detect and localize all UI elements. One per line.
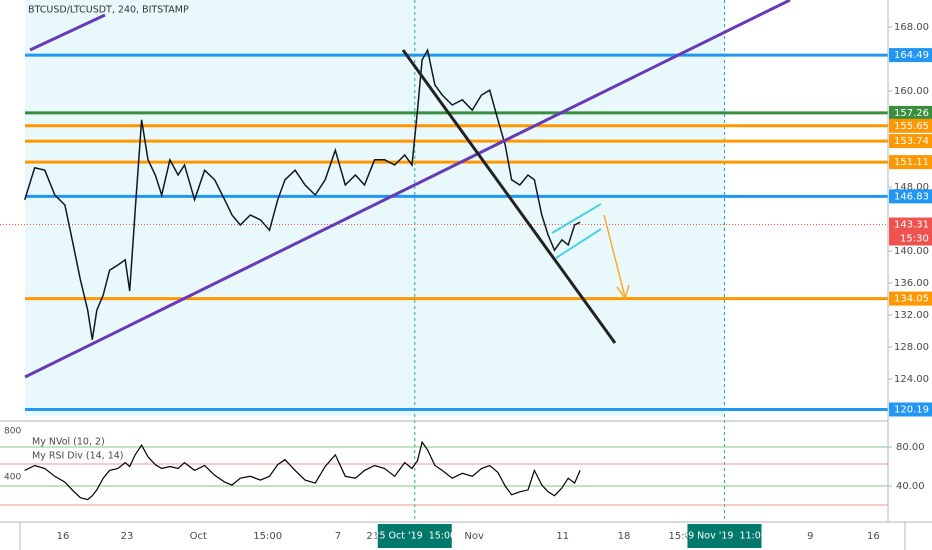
y-tick-label: 132.00 (894, 310, 929, 321)
level-label: 157.26 (894, 108, 929, 119)
y2-tick-label: 400 (4, 472, 21, 482)
x-tick-label: 23 (121, 531, 134, 542)
x-tick-label: Nov (464, 531, 484, 542)
y-tick-label: 136.00 (894, 278, 929, 289)
channel-line (555, 228, 602, 259)
x-tick-label: 15:00 (253, 531, 282, 542)
level-label-box (889, 105, 932, 120)
last-price-label: 143.31 (894, 220, 929, 231)
trend-line (29, 13, 106, 52)
date-marker-label: 29 Nov '19 11:00 (682, 531, 767, 542)
level-label: 146.83 (894, 191, 929, 202)
channel-line (551, 203, 602, 234)
legend-entry: My RSI Div (14, 14) (32, 451, 124, 462)
x-tick-label: 9 (807, 531, 813, 542)
y-tick-label: 80.00 (896, 442, 925, 453)
level-label: 164.49 (894, 50, 929, 61)
level-label-box (889, 134, 932, 149)
countdown-label: 15:30 (900, 234, 929, 245)
level-label-box (889, 155, 932, 170)
y-tick-label: 40.00 (896, 481, 925, 492)
y-tick-label: 148.00 (894, 182, 929, 193)
y-tick-label: 160.00 (894, 86, 929, 97)
series-line (23, 48, 581, 340)
level-label-box (889, 189, 932, 204)
date-marker-label: 25 Oct '19 15:00 (373, 531, 456, 542)
trend-line (24, 0, 791, 379)
level-label: 155.65 (894, 121, 929, 132)
chart-title: BTCUSD/LTCUSDT, 240, BITSTAMP (28, 5, 189, 16)
level-label-box (889, 291, 932, 306)
x-tick-label: 16 (57, 531, 70, 542)
y-tick-label: 128.00 (894, 342, 929, 353)
x-tick-label: 15:0 (668, 531, 690, 542)
y-tick-label: 168.00 (894, 22, 929, 33)
x-tick-label: 7 (335, 531, 341, 542)
arrow-head (616, 284, 630, 300)
y2-tick-label: 800 (4, 426, 21, 436)
level-label-box (889, 48, 932, 63)
level-label-box (889, 402, 932, 417)
y-tick-label: 140.00 (894, 246, 929, 257)
x-tick-label: 16 (867, 531, 880, 542)
last-price-box (889, 217, 932, 246)
date-marker-box (687, 524, 762, 548)
series-line (24, 440, 581, 501)
level-label: 120.19 (894, 404, 929, 415)
x-tick-label: 21 (366, 531, 379, 542)
x-tick-label: 11 (556, 531, 569, 542)
trend-line (401, 49, 617, 344)
level-label: 134.05 (894, 294, 929, 305)
date-marker-box (377, 524, 452, 548)
legend-entry: My NVol (10, 2) (32, 437, 105, 448)
y-tick-label: 124.00 (894, 374, 929, 385)
x-tick-label: 18 (618, 531, 631, 542)
level-label: 153.74 (894, 136, 929, 147)
level-label-box (889, 118, 932, 133)
date-range-shade (25, 0, 725, 416)
level-label: 151.11 (894, 157, 929, 168)
arrow (603, 214, 626, 298)
x-tick-label: Oct (190, 531, 207, 542)
